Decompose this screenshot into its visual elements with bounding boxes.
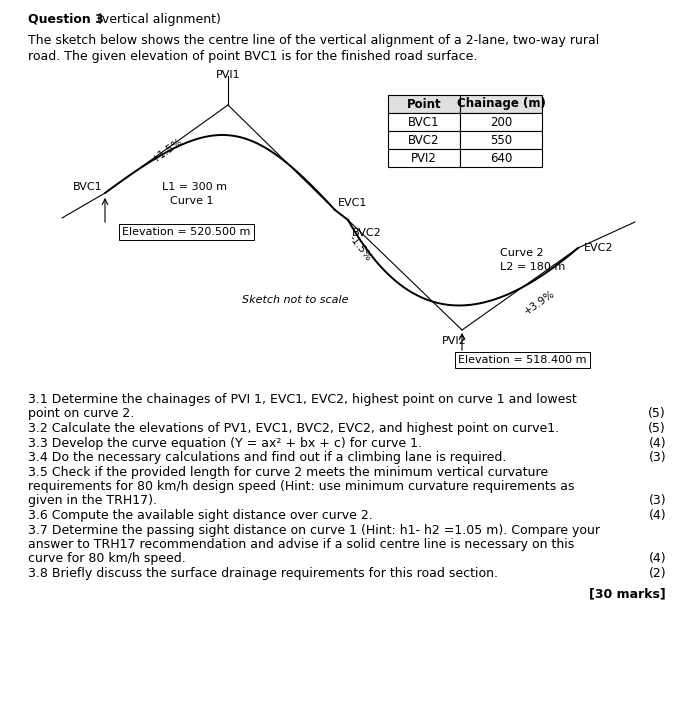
- Bar: [460, 113, 542, 131]
- Text: Elevation = 520.500 m: Elevation = 520.500 m: [122, 227, 250, 237]
- Bar: [460, 95, 542, 113]
- Text: PVI2: PVI2: [411, 152, 437, 165]
- Text: 3.4 Do the necessary calculations and find out if a climbing lane is required.: 3.4 Do the necessary calculations and fi…: [28, 451, 507, 464]
- Bar: [460, 131, 542, 149]
- Text: (4): (4): [649, 509, 666, 522]
- Text: curve for 80 km/h speed.: curve for 80 km/h speed.: [28, 552, 186, 565]
- Text: Curve 1: Curve 1: [170, 196, 213, 206]
- Bar: [388, 149, 460, 167]
- Text: 3.8 Briefly discuss the surface drainage requirements for this road section.: 3.8 Briefly discuss the surface drainage…: [28, 567, 498, 580]
- Text: PVI1: PVI1: [216, 70, 240, 80]
- Text: answer to TRH17 recommendation and advise if a solid centre line is necessary on: answer to TRH17 recommendation and advis…: [28, 538, 574, 551]
- Text: 3.6 Compute the available sight distance over curve 2.: 3.6 Compute the available sight distance…: [28, 509, 373, 522]
- Text: road. The given elevation of point BVC1 is for the finished road surface.: road. The given elevation of point BVC1 …: [28, 50, 477, 63]
- Text: BVC2: BVC2: [352, 228, 382, 238]
- Text: 3.5 Check if the provided length for curve 2 meets the minimum vertical curvatur: 3.5 Check if the provided length for cur…: [28, 466, 548, 479]
- Text: BVC2: BVC2: [408, 134, 440, 147]
- Text: (vertical alignment): (vertical alignment): [93, 13, 221, 26]
- Text: -1.5%: -1.5%: [346, 233, 374, 263]
- Text: BVC1: BVC1: [408, 116, 440, 129]
- Text: Point: Point: [407, 98, 441, 111]
- Text: 200: 200: [490, 116, 512, 129]
- Text: PVI2: PVI2: [441, 336, 466, 346]
- Text: (5): (5): [648, 422, 666, 435]
- Text: (3): (3): [649, 495, 666, 508]
- Text: given in the TRH17).: given in the TRH17).: [28, 495, 157, 508]
- Bar: [460, 149, 542, 167]
- Text: (4): (4): [649, 437, 666, 450]
- Text: 550: 550: [490, 134, 512, 147]
- Text: 3.1 Determine the chainages of PVI 1, EVC1, EVC2, highest point on curve 1 and l: 3.1 Determine the chainages of PVI 1, EV…: [28, 393, 577, 406]
- Text: Curve 2: Curve 2: [500, 248, 543, 258]
- Text: EVC2: EVC2: [584, 243, 613, 253]
- Text: Elevation = 518.400 m: Elevation = 518.400 m: [458, 355, 586, 365]
- Text: +1.5%: +1.5%: [150, 136, 184, 164]
- Text: (5): (5): [648, 407, 666, 420]
- Bar: [388, 131, 460, 149]
- Text: 640: 640: [490, 152, 512, 165]
- Text: L2 = 180 m: L2 = 180 m: [500, 262, 565, 272]
- Text: Question 3: Question 3: [28, 13, 104, 26]
- Text: 3.3 Develop the curve equation (Y = ax² + bx + c) for curve 1.: 3.3 Develop the curve equation (Y = ax² …: [28, 437, 422, 450]
- Text: point on curve 2.: point on curve 2.: [28, 407, 134, 420]
- Text: +3.9%: +3.9%: [523, 288, 557, 316]
- Bar: [388, 113, 460, 131]
- Text: (3): (3): [649, 451, 666, 464]
- Bar: [388, 95, 460, 113]
- Text: L1 = 300 m: L1 = 300 m: [162, 182, 227, 192]
- Text: The sketch below shows the centre line of the vertical alignment of a 2-lane, tw: The sketch below shows the centre line o…: [28, 34, 599, 47]
- Text: requirements for 80 km/h design speed (Hint: use minimum curvature requirements : requirements for 80 km/h design speed (H…: [28, 480, 574, 493]
- Text: 3.7 Determine the passing sight distance on curve 1 (Hint: h1- h2 =1.05 m). Comp: 3.7 Determine the passing sight distance…: [28, 523, 600, 536]
- Text: Chainage (m): Chainage (m): [457, 98, 545, 111]
- Text: [30 marks]: [30 marks]: [589, 588, 666, 601]
- Text: BVC1: BVC1: [72, 182, 102, 192]
- Text: (2): (2): [649, 567, 666, 580]
- Text: 3.2 Calculate the elevations of PV1, EVC1, BVC2, EVC2, and highest point on curv: 3.2 Calculate the elevations of PV1, EVC…: [28, 422, 559, 435]
- Text: (4): (4): [649, 552, 666, 565]
- Text: Sketch not to scale: Sketch not to scale: [242, 295, 349, 305]
- Text: EVC1: EVC1: [338, 198, 367, 208]
